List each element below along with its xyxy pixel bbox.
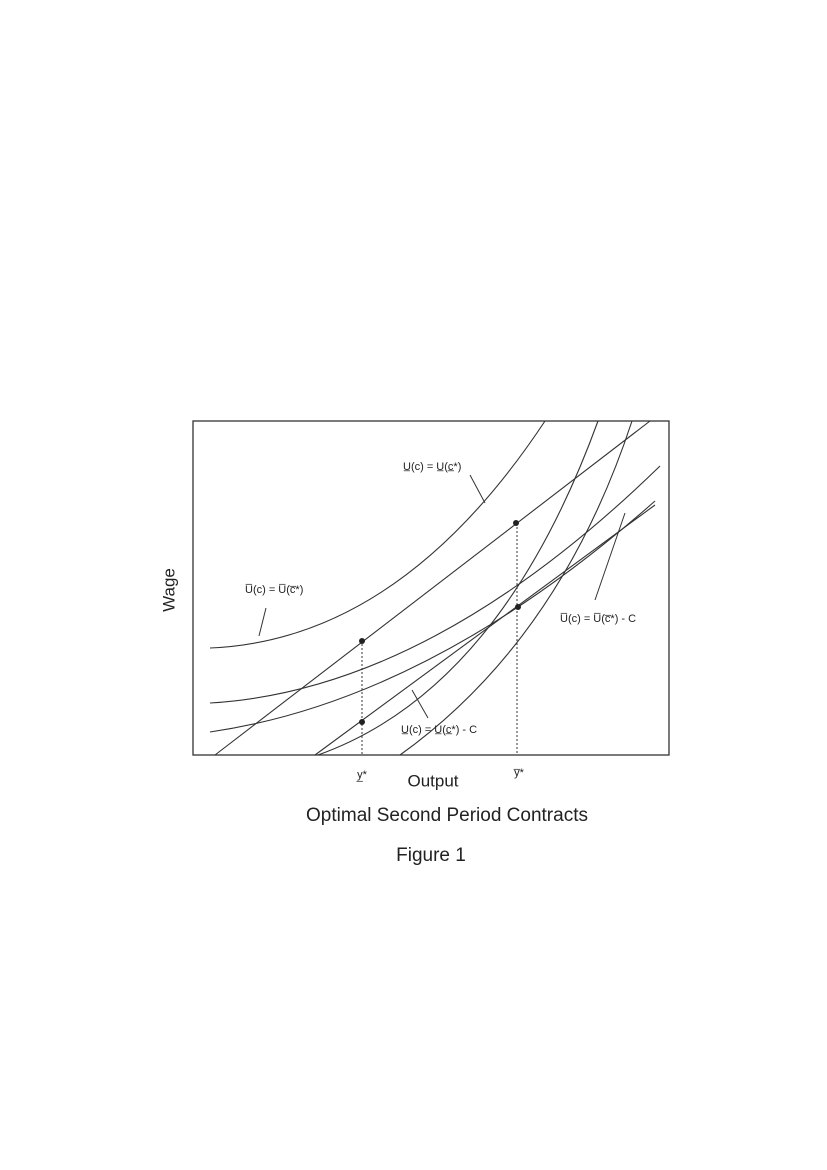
tick-label: y̅* (513, 767, 525, 779)
caption: Optimal Second Period Contracts (306, 805, 588, 826)
curve (209, 465, 661, 704)
arrow (258, 607, 267, 637)
curve-label: U̲(c) = U̲(c̲*) (403, 461, 461, 473)
point (359, 638, 365, 644)
arrow (411, 689, 429, 719)
point (515, 604, 521, 610)
curve (209, 420, 546, 649)
point (513, 520, 519, 526)
curve (209, 500, 656, 733)
curve-label: U̅(c) = U̅(c̅*) (245, 584, 303, 596)
curve-label: U̅(c) = U̅(c̅*) - C (560, 613, 636, 625)
curve-label: U̲(c) = U̲(c̲*) - C (401, 724, 477, 736)
curve (214, 420, 651, 756)
curve (317, 420, 599, 756)
curve (399, 420, 633, 756)
plot-frame (192, 420, 670, 756)
arrow (594, 512, 626, 601)
tick-label: y̲* (356, 769, 368, 782)
point (359, 719, 365, 725)
arrow (469, 474, 486, 504)
figure-number: Figure 1 (396, 845, 466, 866)
diagram: U̅(c) = U̅(c̅*) U̲(c) = U̲(c̲*) U̅(c) = … (159, 420, 670, 866)
y-axis-label: Wage (159, 568, 178, 612)
x-axis-label: Output (407, 771, 458, 790)
curve (314, 504, 656, 756)
